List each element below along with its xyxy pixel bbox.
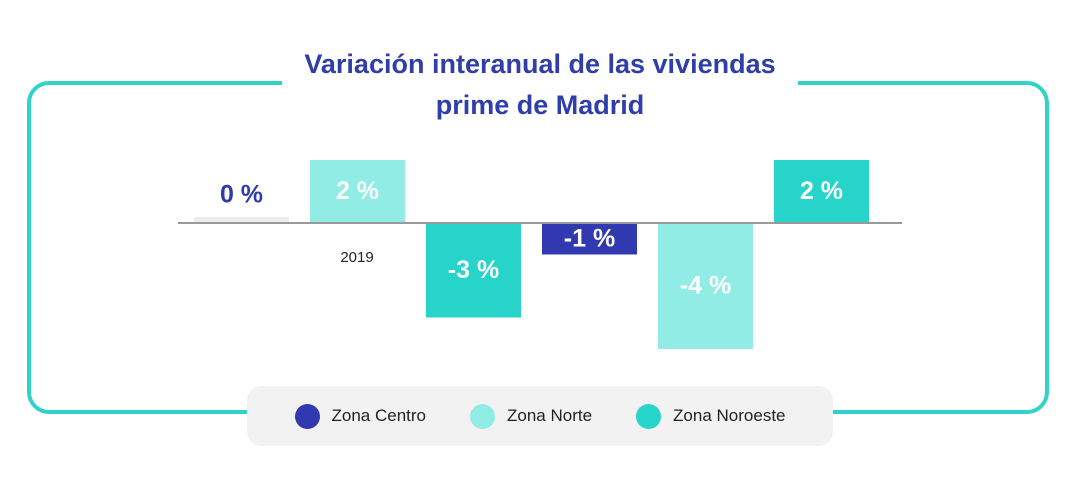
data-label: -4 % — [680, 272, 731, 300]
data-label: -1 % — [564, 224, 615, 252]
legend-swatch — [636, 403, 662, 429]
legend: Zona Centro Zona Norte Zona Noroeste — [247, 386, 833, 446]
x-tick-label: 2019 — [340, 249, 373, 266]
bar — [774, 160, 869, 223]
data-label: -3 % — [448, 256, 499, 284]
legend-item-zona-norte: Zona Norte — [470, 403, 593, 429]
chart-title-line-1: Variación interanual de las viviendas — [304, 49, 776, 79]
bar — [658, 223, 753, 349]
legend-label: Zona Norte — [507, 406, 593, 425]
bar — [426, 223, 521, 318]
legend-swatch — [470, 403, 495, 429]
data-label: 2 % — [336, 177, 379, 205]
data-label: 2 % — [800, 177, 843, 205]
legend-label: Zona Noroeste — [673, 406, 786, 425]
title-background — [282, 60, 798, 120]
legend-label: Zona Centro — [331, 406, 427, 425]
bar-zero — [194, 217, 289, 223]
chart-title-line-2: prime de Madrid — [435, 89, 645, 120]
bar — [542, 223, 637, 255]
data-label: 0 % — [220, 181, 263, 209]
chart-title: Variación interanual de las viviendas pr… — [240, 44, 840, 125]
legend-item-zona-centro: Zona Centro — [294, 403, 427, 429]
legend-swatch — [294, 403, 320, 429]
legend-item-zona-noroeste: Zona Noroeste — [636, 403, 786, 429]
bar — [310, 160, 405, 223]
